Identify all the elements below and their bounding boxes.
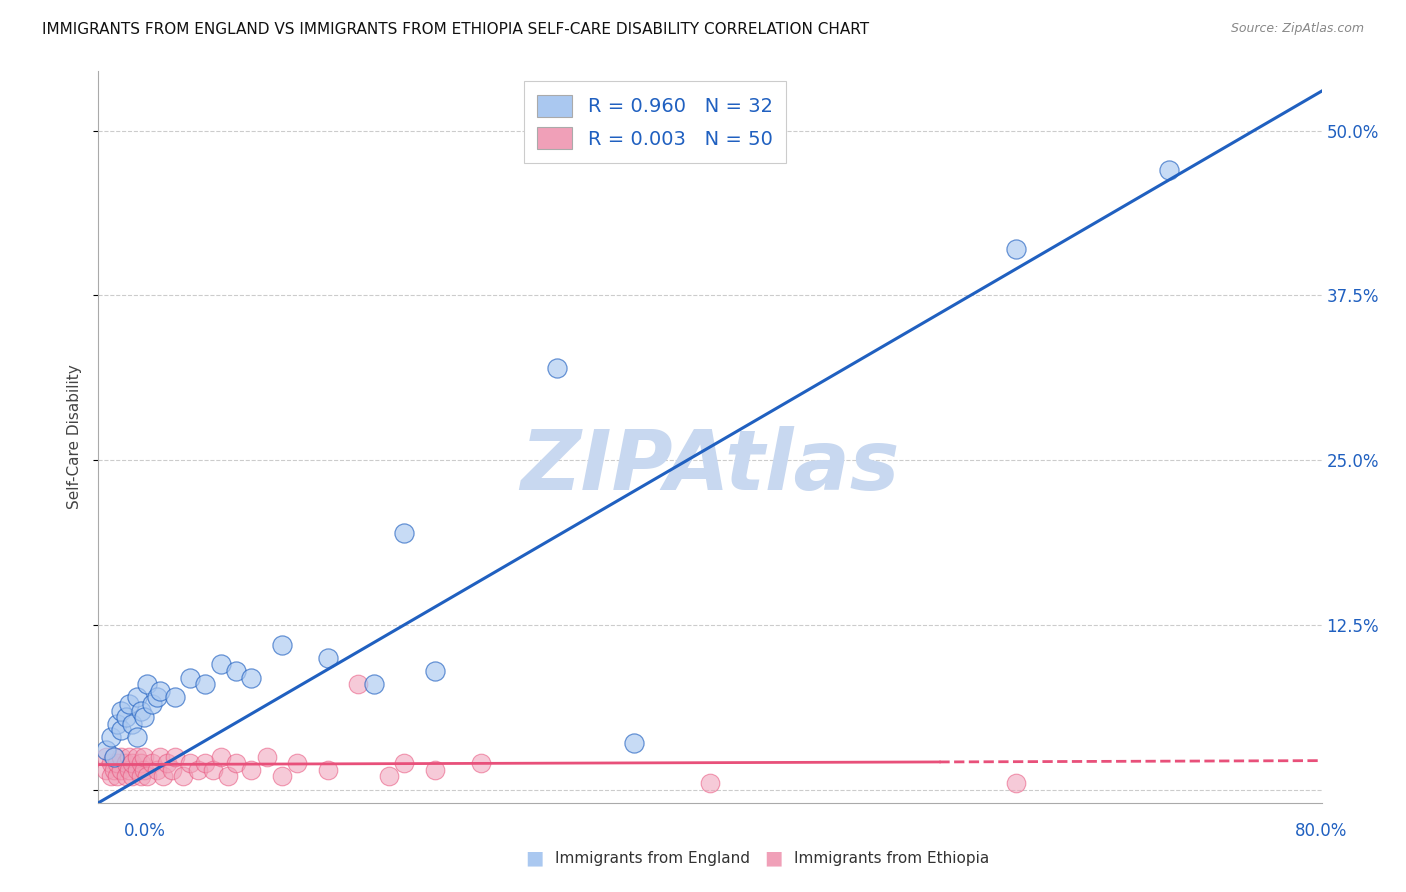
- Point: [103, 749, 125, 764]
- Point: [110, 763, 132, 777]
- Point: [145, 690, 167, 705]
- Point: [225, 664, 247, 678]
- Legend: R = 0.960   N = 32, R = 0.003   N = 50: R = 0.960 N = 32, R = 0.003 N = 50: [523, 81, 786, 163]
- Text: ■: ■: [763, 848, 783, 868]
- Point: [156, 756, 179, 771]
- Text: 0.0%: 0.0%: [124, 822, 166, 840]
- Point: [100, 730, 122, 744]
- Point: [105, 716, 128, 731]
- Point: [118, 763, 141, 777]
- Point: [115, 756, 138, 771]
- Point: [94, 743, 117, 757]
- Point: [105, 769, 128, 783]
- Point: [103, 749, 125, 764]
- Point: [105, 756, 128, 771]
- Point: [1004, 776, 1026, 790]
- Point: [1004, 242, 1026, 256]
- Point: [121, 716, 143, 731]
- Point: [217, 769, 239, 783]
- Point: [129, 769, 152, 783]
- Point: [118, 749, 141, 764]
- Point: [163, 749, 186, 764]
- Point: [179, 671, 201, 685]
- Point: [187, 763, 209, 777]
- Text: IMMIGRANTS FROM ENGLAND VS IMMIGRANTS FROM ETHIOPIA SELF-CARE DISABILITY CORRELA: IMMIGRANTS FROM ENGLAND VS IMMIGRANTS FR…: [42, 22, 869, 37]
- Point: [172, 769, 194, 783]
- Point: [194, 677, 217, 691]
- Text: Immigrants from England: Immigrants from England: [555, 851, 751, 865]
- Point: [145, 763, 167, 777]
- Text: ZIPAtlas: ZIPAtlas: [520, 425, 900, 507]
- Y-axis label: Self-Care Disability: Self-Care Disability: [67, 365, 83, 509]
- Point: [136, 769, 159, 783]
- Point: [152, 769, 174, 783]
- Text: Immigrants from Ethiopia: Immigrants from Ethiopia: [794, 851, 990, 865]
- Point: [363, 677, 385, 691]
- Point: [100, 756, 122, 771]
- Text: Source: ZipAtlas.com: Source: ZipAtlas.com: [1230, 22, 1364, 36]
- Point: [134, 710, 156, 724]
- Text: ■: ■: [524, 848, 544, 868]
- Point: [1157, 163, 1180, 178]
- Point: [316, 763, 339, 777]
- Point: [110, 723, 132, 738]
- Point: [141, 756, 163, 771]
- Point: [623, 737, 645, 751]
- Point: [125, 690, 148, 705]
- Point: [121, 769, 143, 783]
- Point: [270, 638, 292, 652]
- Point: [100, 769, 122, 783]
- Text: 80.0%: 80.0%: [1295, 822, 1347, 840]
- Point: [149, 683, 172, 698]
- Point: [110, 749, 132, 764]
- Point: [423, 664, 446, 678]
- Point: [209, 749, 232, 764]
- Point: [378, 769, 401, 783]
- Point: [194, 756, 217, 771]
- Point: [316, 650, 339, 665]
- Point: [125, 730, 148, 744]
- Point: [546, 360, 568, 375]
- Point: [347, 677, 370, 691]
- Point: [202, 763, 225, 777]
- Point: [256, 749, 278, 764]
- Point: [103, 763, 125, 777]
- Point: [94, 763, 117, 777]
- Point: [392, 756, 416, 771]
- Point: [163, 690, 186, 705]
- Point: [270, 769, 292, 783]
- Point: [125, 749, 148, 764]
- Point: [179, 756, 201, 771]
- Point: [118, 697, 141, 711]
- Point: [470, 756, 492, 771]
- Point: [134, 749, 156, 764]
- Point: [392, 525, 416, 540]
- Point: [136, 677, 159, 691]
- Point: [121, 756, 143, 771]
- Point: [141, 697, 163, 711]
- Point: [240, 671, 263, 685]
- Point: [209, 657, 232, 672]
- Point: [129, 704, 152, 718]
- Point: [115, 710, 138, 724]
- Point: [160, 763, 183, 777]
- Point: [94, 749, 117, 764]
- Point: [699, 776, 721, 790]
- Point: [115, 769, 138, 783]
- Point: [129, 756, 152, 771]
- Point: [134, 763, 156, 777]
- Point: [225, 756, 247, 771]
- Point: [240, 763, 263, 777]
- Point: [125, 763, 148, 777]
- Point: [285, 756, 308, 771]
- Point: [149, 749, 172, 764]
- Point: [423, 763, 446, 777]
- Point: [110, 704, 132, 718]
